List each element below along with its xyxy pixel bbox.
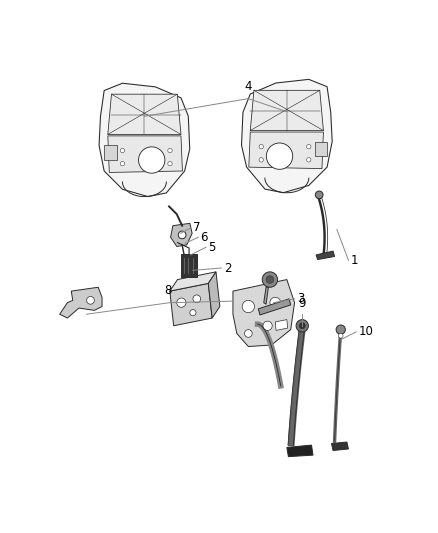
Polygon shape (276, 320, 288, 330)
Polygon shape (249, 132, 323, 168)
Circle shape (177, 298, 186, 308)
Circle shape (120, 161, 125, 166)
Text: 6: 6 (201, 231, 208, 244)
Polygon shape (233, 280, 294, 346)
Circle shape (190, 310, 196, 316)
Circle shape (315, 191, 323, 199)
Polygon shape (258, 299, 291, 315)
Circle shape (138, 147, 165, 173)
Polygon shape (314, 142, 327, 156)
Circle shape (120, 148, 125, 152)
Text: 10: 10 (358, 326, 373, 338)
Circle shape (259, 144, 263, 149)
Polygon shape (250, 90, 323, 131)
Polygon shape (241, 79, 332, 193)
Polygon shape (264, 287, 268, 304)
Circle shape (266, 143, 293, 169)
Circle shape (168, 161, 172, 166)
Text: 2: 2 (224, 262, 231, 274)
Circle shape (244, 329, 252, 337)
Text: 8: 8 (164, 284, 171, 296)
Text: 7: 7 (193, 222, 201, 235)
Circle shape (193, 295, 201, 303)
Circle shape (296, 320, 308, 332)
Circle shape (242, 301, 254, 313)
Text: 9: 9 (298, 297, 306, 310)
Circle shape (336, 325, 346, 334)
Text: 1: 1 (351, 254, 358, 267)
Polygon shape (332, 442, 349, 450)
Circle shape (262, 272, 278, 287)
Circle shape (299, 322, 305, 329)
Circle shape (266, 276, 274, 284)
Text: 4: 4 (244, 80, 252, 93)
Polygon shape (287, 445, 313, 457)
Polygon shape (108, 136, 183, 173)
Text: 5: 5 (208, 241, 215, 254)
Polygon shape (316, 251, 335, 260)
Text: 3: 3 (297, 292, 304, 305)
Polygon shape (60, 287, 102, 318)
Polygon shape (170, 284, 212, 326)
Polygon shape (108, 94, 181, 134)
Circle shape (270, 297, 281, 308)
Polygon shape (170, 223, 192, 246)
Polygon shape (208, 272, 220, 318)
Circle shape (307, 144, 311, 149)
Circle shape (178, 231, 186, 239)
Circle shape (307, 158, 311, 162)
Circle shape (263, 321, 272, 330)
Polygon shape (104, 146, 117, 160)
Circle shape (168, 148, 172, 152)
Circle shape (259, 158, 263, 162)
Polygon shape (99, 83, 190, 197)
Circle shape (87, 296, 94, 304)
Polygon shape (170, 272, 216, 291)
Polygon shape (181, 254, 197, 277)
Circle shape (339, 334, 343, 338)
